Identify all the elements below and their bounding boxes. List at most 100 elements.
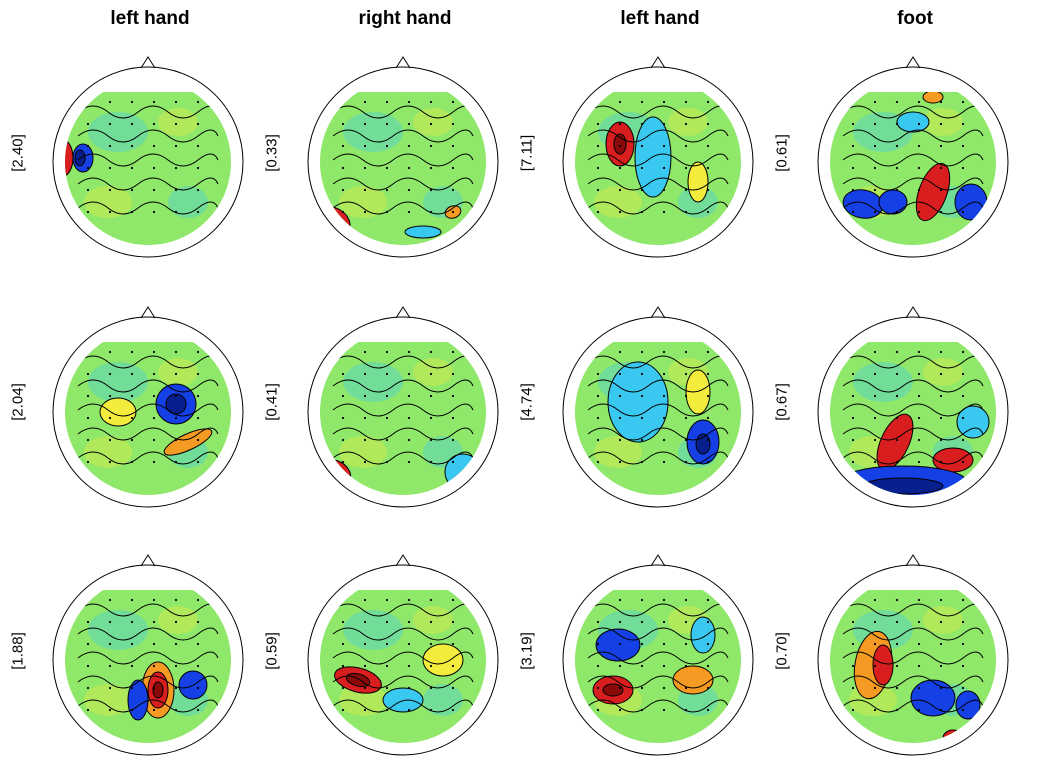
electrode-dot <box>451 188 455 192</box>
activation-blob <box>163 428 213 456</box>
electrode-dot <box>917 642 921 646</box>
contour-line <box>587 153 729 167</box>
electrode-dot <box>363 166 367 170</box>
electrode-dot <box>662 438 666 442</box>
electrode-dot <box>385 460 389 464</box>
electrode-dot <box>873 350 877 354</box>
electrode-dot <box>407 166 411 170</box>
row1-col3-value: [7.11] <box>518 134 536 172</box>
electrode-dot <box>618 100 622 104</box>
electrode-dot <box>662 642 666 646</box>
electrode-dot <box>618 686 622 690</box>
activation-blob <box>910 679 956 717</box>
electrode-dot <box>851 642 855 646</box>
electrode-dot <box>407 460 411 464</box>
electrode-dot <box>961 100 965 104</box>
contour-line <box>587 603 729 617</box>
electrode-dot <box>174 664 178 668</box>
contour-line <box>587 675 729 689</box>
electrode-dot <box>917 210 921 214</box>
electrode-dot <box>961 166 965 170</box>
electrode-dot <box>152 372 156 376</box>
electrode-dot <box>684 620 688 624</box>
scalp-map <box>319 92 487 245</box>
electrode-dot <box>939 708 943 712</box>
contour-line <box>842 603 984 617</box>
scalp-base <box>319 92 487 245</box>
electrode-dot <box>196 372 200 376</box>
electrode-dot <box>174 620 178 624</box>
electrode-dot <box>873 372 877 376</box>
electrode-dot <box>451 708 455 712</box>
electrode-dot <box>363 620 367 624</box>
electrode-dot <box>363 210 367 214</box>
head-outline <box>307 564 499 756</box>
electrode-dot <box>618 460 622 464</box>
head-outline <box>307 66 499 258</box>
electrode-dot <box>341 372 345 376</box>
electrode-dot <box>363 460 367 464</box>
texture-patch <box>923 606 963 634</box>
electrode-dot <box>152 122 156 126</box>
contour-line <box>77 105 219 119</box>
electrode-dot <box>961 708 965 712</box>
electrode-dot <box>618 166 622 170</box>
electrode-dot <box>684 144 688 148</box>
electrode-dot <box>363 122 367 126</box>
scalp-base <box>64 590 232 743</box>
electrode-dot <box>939 372 943 376</box>
activation-blob <box>64 139 74 177</box>
electrode-dot <box>851 122 855 126</box>
electrode-dot <box>196 144 200 148</box>
texture-patch <box>168 186 208 218</box>
texture-patch <box>339 436 387 468</box>
electrode-dot <box>174 144 178 148</box>
electrode-dot <box>684 642 688 646</box>
electrode-dot <box>618 122 622 126</box>
contour-line <box>77 403 219 417</box>
electrode-dot <box>451 620 455 624</box>
electrode-dot <box>939 394 943 398</box>
electrode-dot <box>961 620 965 624</box>
electrode-dot <box>130 188 134 192</box>
electrode-dot <box>130 210 134 214</box>
head-outline <box>307 316 499 508</box>
electrode-dot <box>895 664 899 668</box>
electrode-dot <box>108 144 112 148</box>
electrode-dot <box>895 210 899 214</box>
electrode-dot <box>596 144 600 148</box>
electrode-dot <box>86 394 90 398</box>
electrode-dot <box>640 394 644 398</box>
contour-line <box>842 675 984 689</box>
electrode-dot <box>684 350 688 354</box>
electrode-dot <box>86 686 90 690</box>
electrode-dot <box>108 350 112 354</box>
activation-blob <box>687 161 709 203</box>
electrode-dot <box>706 188 710 192</box>
electrode-dot <box>684 210 688 214</box>
electrode-dot <box>108 210 112 214</box>
electrode-dot <box>108 188 112 192</box>
electrode-dot <box>341 122 345 126</box>
electrode-dot <box>196 438 200 442</box>
electrode-dot <box>640 188 644 192</box>
scalp-map <box>574 342 742 495</box>
electrode-dot <box>706 686 710 690</box>
electrode-dot <box>917 620 921 624</box>
nose-marker <box>140 56 156 69</box>
topomap-r1-c3 <box>555 40 765 272</box>
row3-col3-value: [3.19] <box>518 632 536 670</box>
electrode-dot <box>196 598 200 602</box>
electrode-dot <box>596 642 600 646</box>
contour-line <box>77 153 219 167</box>
electrode-dot <box>86 210 90 214</box>
contour-line <box>842 129 984 143</box>
activation-blob <box>607 361 669 443</box>
electrode-dot <box>662 372 666 376</box>
activation-blob <box>915 162 951 222</box>
contour-line <box>332 427 474 441</box>
nose-marker <box>905 554 921 567</box>
electrode-dot <box>174 188 178 192</box>
electrode-dot <box>684 100 688 104</box>
electrode-dot <box>618 598 622 602</box>
